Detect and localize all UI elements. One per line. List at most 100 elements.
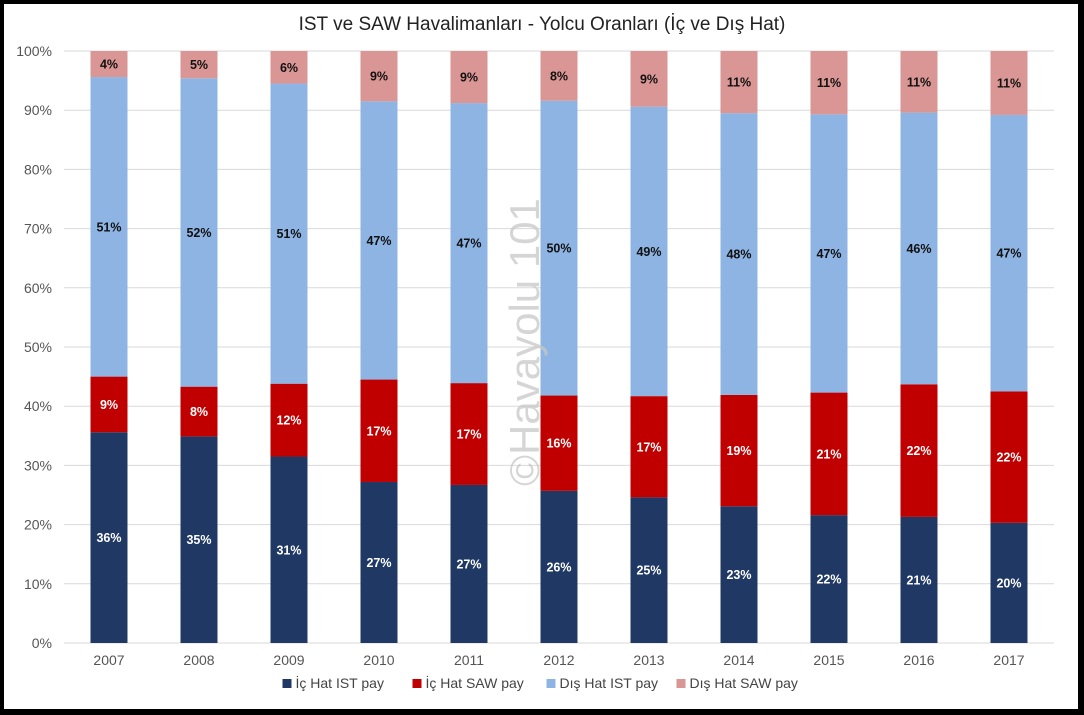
stacked-bar-chart: IST ve SAW Havalimanları - Yolcu Oranlar…	[16, 14, 1054, 691]
x-tick-label: 2007	[93, 652, 124, 668]
y-tick-label: 80%	[24, 161, 52, 177]
data-label: 12%	[276, 414, 301, 428]
data-label: 47%	[816, 247, 841, 261]
bar-segment	[630, 106, 668, 397]
bar-segment	[630, 497, 668, 643]
y-tick-label: 0%	[32, 635, 52, 651]
data-label: 9%	[640, 72, 658, 86]
data-label: 4%	[100, 58, 118, 72]
data-label: 51%	[276, 227, 301, 241]
bar-segment	[180, 386, 218, 437]
legend-swatch	[676, 679, 686, 688]
y-tick-label: 60%	[24, 280, 52, 296]
legend-swatch	[412, 679, 422, 688]
legend-label: İç Hat IST pay	[296, 674, 384, 691]
data-label: 9%	[370, 70, 388, 84]
y-tick-label: 10%	[24, 576, 52, 592]
bar-segment	[450, 103, 488, 384]
y-tick-label: 70%	[24, 221, 52, 237]
data-label: 27%	[366, 556, 391, 570]
bar-segment	[630, 396, 668, 498]
data-label: 5%	[190, 58, 208, 72]
x-tick-label: 2010	[363, 652, 394, 668]
y-tick-label: 40%	[24, 398, 52, 414]
bar-segment	[810, 392, 848, 516]
data-label: 49%	[636, 245, 661, 259]
x-tick-label: 2016	[903, 652, 934, 668]
bar-segment	[900, 516, 938, 643]
bar-segment	[630, 51, 668, 107]
bar-segment	[900, 384, 938, 517]
bar-segment	[90, 376, 128, 433]
bar-segment	[990, 114, 1028, 392]
bar-segment	[900, 51, 938, 113]
x-tick-label: 2009	[273, 652, 304, 668]
y-tick-label: 20%	[24, 517, 52, 533]
data-label: 47%	[366, 234, 391, 248]
data-label: 22%	[996, 451, 1021, 465]
bar-segment	[540, 490, 578, 643]
bars: 36% 9% 51% 4% 35% 8% 52% 5% 31% 12% 51% 6% 27% 17% 47%…	[90, 51, 1028, 643]
data-label: 35%	[186, 533, 211, 547]
legend-swatch	[282, 679, 292, 688]
bar-segment	[450, 51, 488, 104]
data-label: 16%	[546, 437, 571, 451]
data-label: 9%	[460, 71, 478, 85]
bar-segment	[360, 101, 398, 380]
data-label: 27%	[456, 557, 481, 571]
data-label: 25%	[636, 564, 661, 578]
legend-label: Dış Hat IST pay	[560, 675, 659, 691]
data-label: 26%	[546, 560, 571, 574]
data-label: 48%	[726, 248, 751, 262]
x-tick-label: 2015	[813, 652, 844, 668]
x-tick-label: 2014	[723, 652, 754, 668]
data-label: 11%	[997, 76, 1021, 90]
bar-segment	[810, 51, 848, 115]
watermark-text: ©Havayolu 101	[501, 198, 548, 486]
x-tick-label: 2012	[543, 652, 574, 668]
data-label: 20%	[996, 576, 1021, 590]
legend-label: İç Hat SAW pay	[426, 674, 524, 691]
x-tick-label: 2008	[183, 652, 214, 668]
data-label: 22%	[906, 444, 931, 458]
data-label: 47%	[996, 247, 1021, 261]
data-label: 17%	[456, 428, 481, 442]
bar-segment	[180, 436, 218, 643]
data-label: 8%	[190, 405, 208, 419]
bar-segment	[540, 395, 578, 491]
bar-segment	[720, 394, 758, 507]
bar-segment	[720, 51, 758, 114]
data-label: 23%	[726, 568, 751, 582]
x-axis-ticks: 2007 2008 2009 2010 2011 2012 2013 2014 2015 2016…	[93, 652, 1024, 668]
y-axis-ticks: 0% 10% 20% 30% 40% 50% 60% 70% 80% 90% 100%	[16, 43, 52, 651]
data-label: 8%	[550, 69, 568, 83]
data-label: 11%	[727, 76, 751, 90]
bar-segment	[90, 51, 128, 78]
bar-segment	[450, 383, 488, 485]
chart-frame: IST ve SAW Havalimanları - Yolcu Oranlar…	[4, 4, 1078, 709]
data-label: 17%	[636, 440, 661, 454]
data-label: 9%	[100, 398, 118, 412]
bar-segment	[810, 114, 848, 393]
data-label: 21%	[816, 447, 841, 461]
x-tick-label: 2013	[633, 652, 664, 668]
data-label: 19%	[726, 444, 751, 458]
bar-segment	[990, 522, 1028, 643]
y-tick-label: 50%	[24, 339, 52, 355]
bar-segment	[900, 112, 938, 385]
bar-segment	[270, 83, 308, 384]
bar-segment	[810, 515, 848, 643]
legend: İç Hat IST pay İç Hat SAW pay Dış Hat IST …	[282, 674, 798, 691]
data-label: 52%	[186, 226, 211, 240]
bar-segment	[90, 432, 128, 643]
bar-segment	[540, 51, 578, 101]
bar-segment	[990, 391, 1028, 523]
data-label: 31%	[276, 543, 301, 557]
data-label: 22%	[816, 573, 841, 587]
legend-swatch	[546, 679, 556, 688]
data-label: 46%	[906, 242, 931, 256]
x-tick-label: 2011	[454, 652, 484, 668]
data-label: 6%	[280, 61, 298, 75]
data-label: 11%	[817, 76, 841, 90]
bar-segment	[450, 484, 488, 643]
